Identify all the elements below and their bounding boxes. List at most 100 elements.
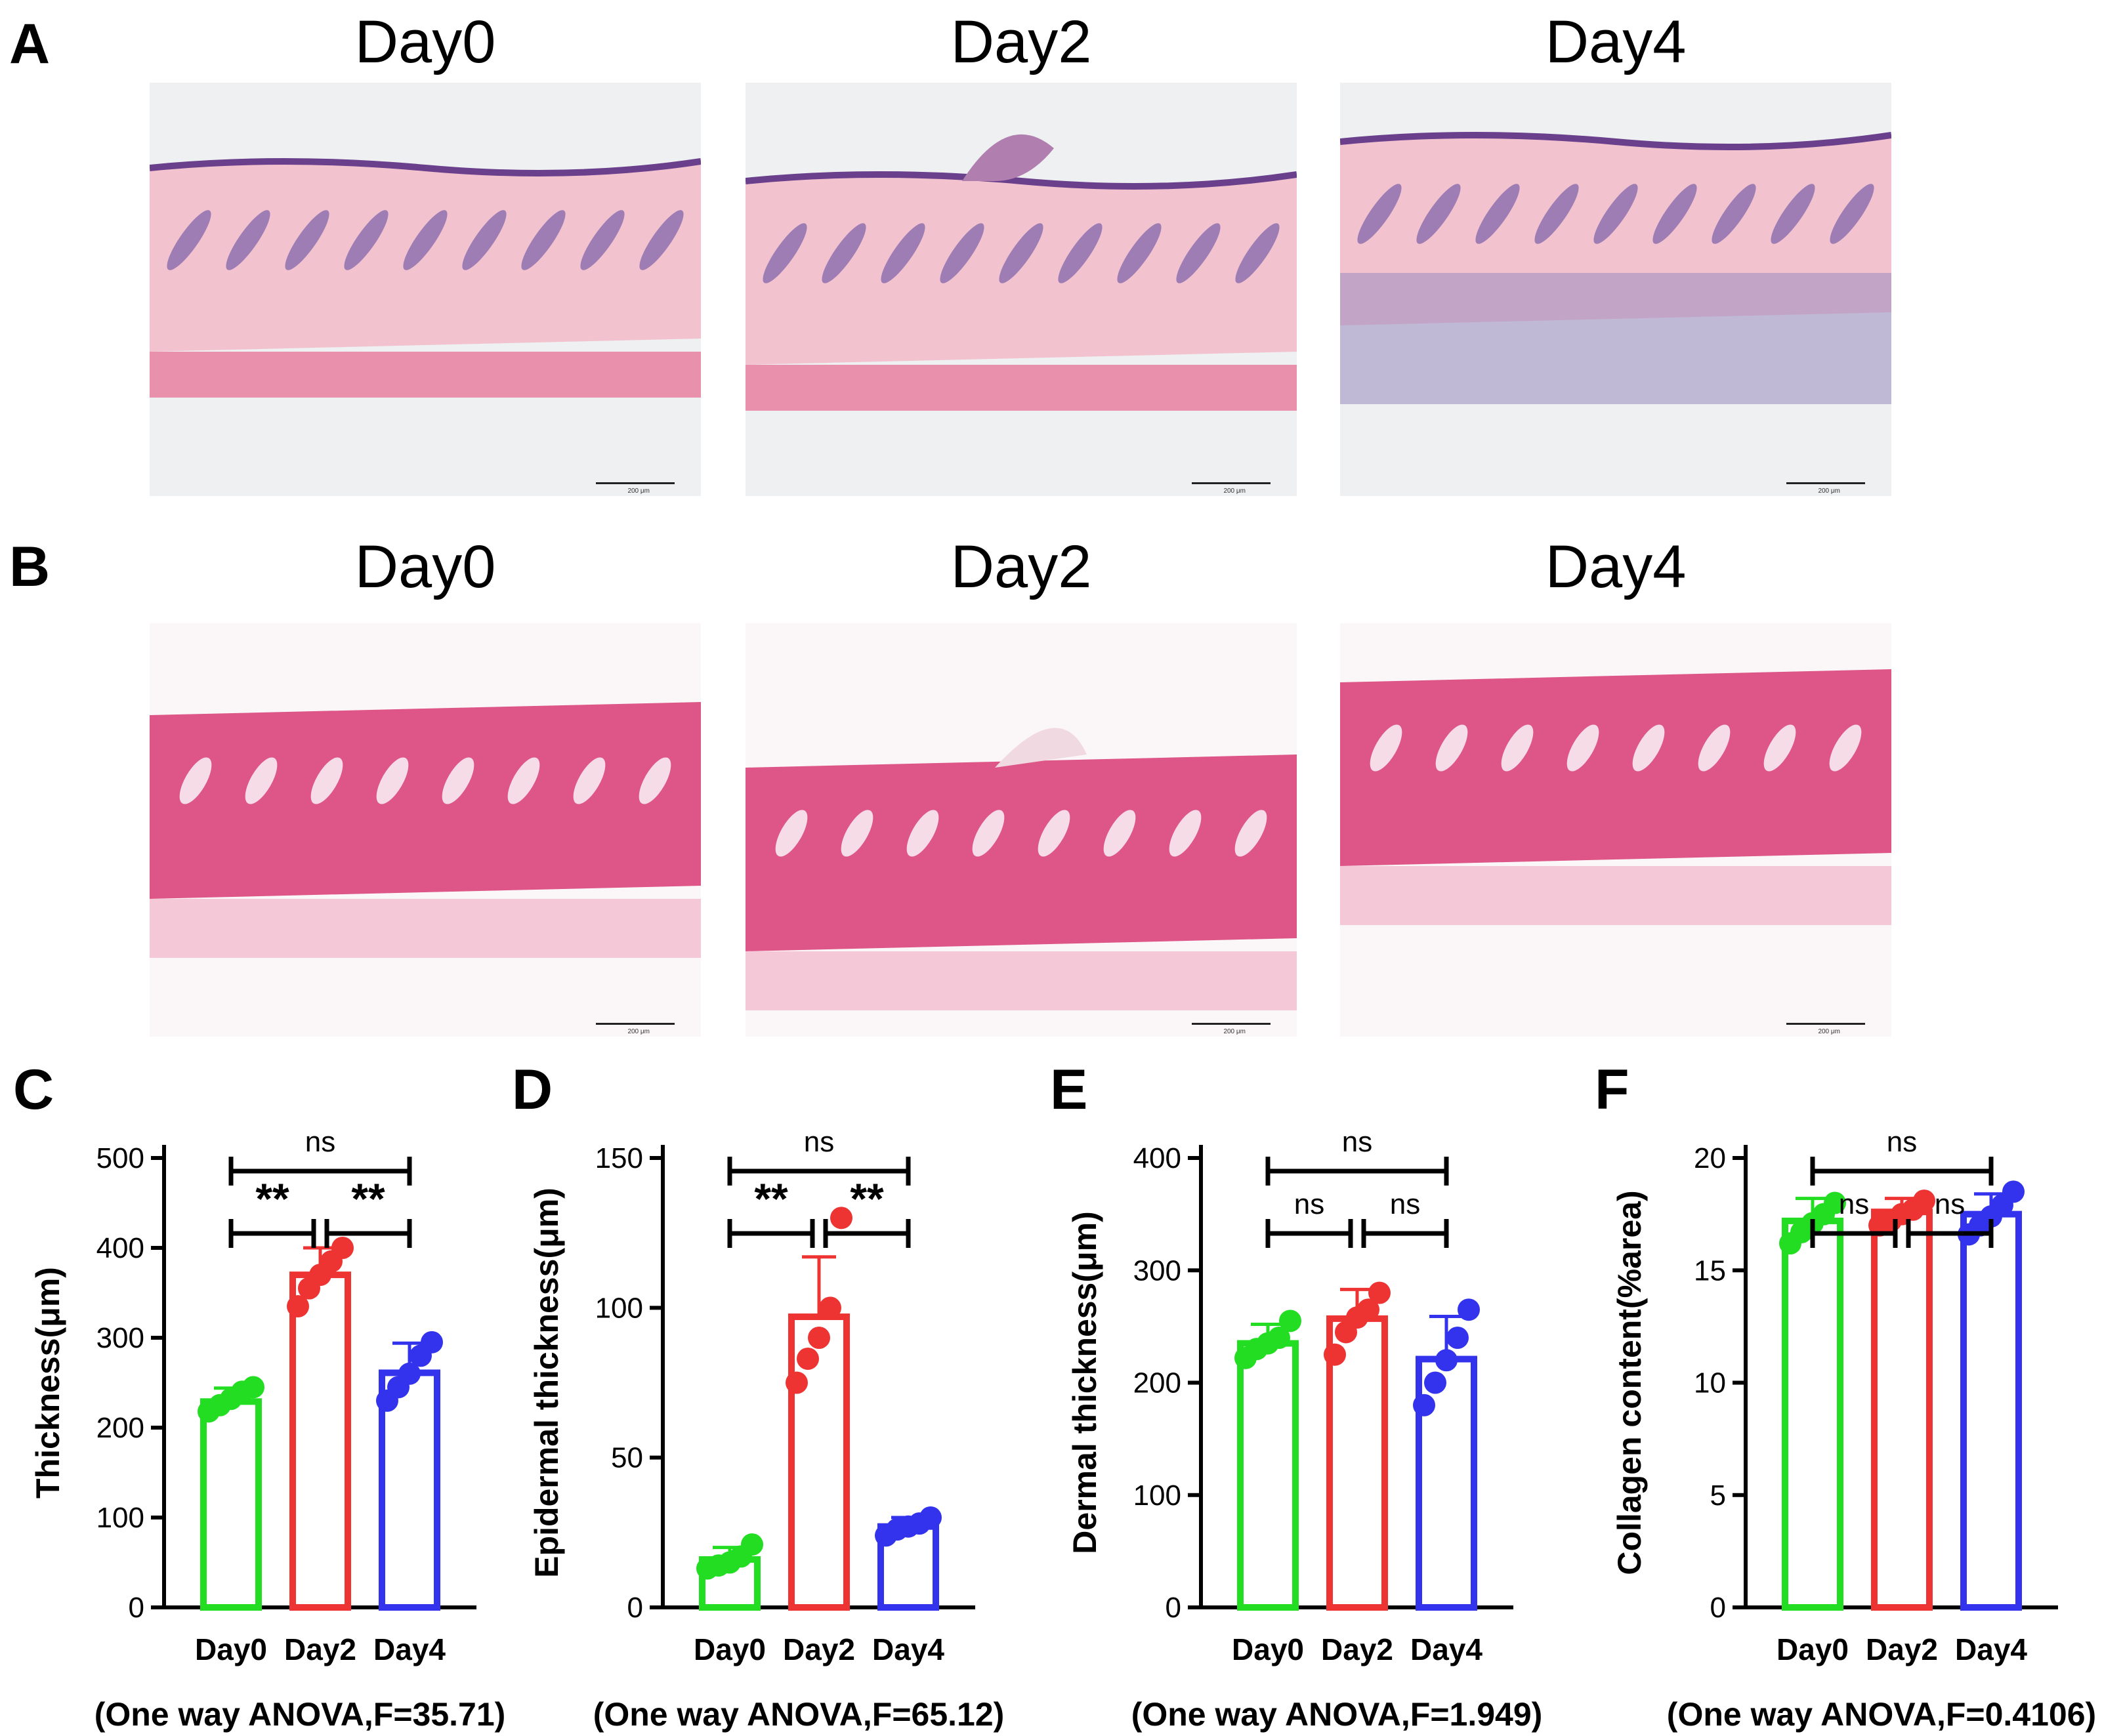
significance-label: ns: [1294, 1188, 1324, 1220]
data-point: [1446, 1327, 1469, 1349]
significance-label: ns: [1839, 1188, 1869, 1220]
panel-a-title-day0: Day0: [354, 9, 496, 75]
data-point: [786, 1371, 808, 1394]
data-point: [2002, 1180, 2025, 1203]
significance-label: ns: [1390, 1188, 1420, 1220]
significance-label: **: [754, 1174, 788, 1223]
x-tick-label: Day0: [694, 1632, 766, 1666]
anova-annotation: (One way ANOVA,F=35.71): [95, 1696, 506, 1733]
data-point: [1824, 1191, 1846, 1214]
scale-bar: [1786, 1023, 1865, 1025]
x-tick-label: Day2: [1866, 1632, 1938, 1666]
bar-day2: [289, 1271, 351, 1611]
panel-b-title-day0: Day0: [354, 533, 496, 600]
chart-f: F 0 5 10 15 20 Collagen content(%area) Day0 Day2…: [1582, 1050, 2123, 1736]
x-tick-label: Day4: [1410, 1632, 1482, 1666]
y-tick-label: 10: [1694, 1367, 1726, 1399]
data-point: [1435, 1349, 1458, 1372]
x-tick-label: Day4: [872, 1632, 944, 1666]
y-tick-label: 20: [1694, 1142, 1726, 1174]
data-point: [1324, 1343, 1346, 1366]
bar-day0: [1782, 1217, 1843, 1611]
sirius-red-micrograph-day2: 200 μm: [746, 623, 1297, 1037]
data-point: [1279, 1310, 1301, 1333]
significance-label: ns: [1342, 1126, 1372, 1158]
scale-bar: [1786, 482, 1865, 484]
panel-letter: E: [1050, 1058, 1087, 1121]
he-micrograph-day4: 200 μm: [1340, 83, 1891, 496]
he-micrograph-day2: 200 μm: [746, 83, 1297, 496]
x-tick-label: Day4: [373, 1632, 446, 1666]
scale-bar: [596, 1023, 675, 1025]
bar-day2: [1871, 1209, 1933, 1611]
data-point: [1268, 1327, 1290, 1349]
data-point: [1913, 1189, 1935, 1212]
panel-letter: C: [13, 1058, 54, 1121]
chart-e: E 0 100 200 300 400 Dermal thickness(μm) Day0 Da…: [1037, 1050, 1582, 1736]
data-point: [830, 1207, 852, 1230]
y-tick-label: 100: [96, 1502, 144, 1534]
panel-a-title-day4: Day4: [1545, 9, 1687, 75]
scale-bar-label: 200 μm: [627, 1028, 650, 1035]
anova-annotation: (One way ANOVA,F=65.12): [593, 1696, 1005, 1733]
y-tick-label: 400: [1133, 1142, 1181, 1174]
y-tick-label: 400: [96, 1232, 144, 1264]
he-micrograph-day0: 200 μm: [150, 83, 701, 496]
significance-label: ns: [1887, 1126, 1917, 1158]
anova-annotation: (One way ANOVA,F=0.4106): [1667, 1696, 2096, 1733]
data-point: [919, 1506, 942, 1529]
bar-day0: [200, 1398, 262, 1611]
y-tick-label: 150: [595, 1142, 643, 1174]
scale-bar-label: 200 μm: [1818, 487, 1840, 495]
sirius-red-micrograph-day4: 200 μm: [1340, 623, 1891, 1037]
bar-day0: [1237, 1340, 1299, 1611]
y-axis-label: Epidermal thickness(μm): [528, 1188, 565, 1578]
y-tick-label: 200: [96, 1412, 144, 1444]
data-point: [1458, 1298, 1480, 1321]
data-point: [287, 1295, 309, 1318]
data-point: [331, 1237, 354, 1259]
panel-a-title-day2: Day2: [950, 9, 1092, 75]
scale-bar-label: 200 μm: [1818, 1028, 1840, 1035]
panel-b-title-day2: Day2: [950, 533, 1092, 600]
significance-label: ns: [1935, 1188, 1965, 1220]
x-tick-label: Day0: [195, 1632, 267, 1666]
panel-letter: F: [1595, 1058, 1629, 1121]
y-tick-label: 5: [1710, 1479, 1726, 1512]
scale-bar: [1192, 482, 1271, 484]
panel-letter: D: [512, 1058, 553, 1121]
chart-d: D 0 50 100 150 Epidermal thickness(μm) Day0 Day…: [499, 1050, 1037, 1736]
x-tick-label: Day4: [1955, 1632, 2027, 1666]
data-point: [1368, 1281, 1391, 1304]
y-axis-label: Collagen content(%area): [1611, 1190, 1648, 1575]
x-tick-label: Day0: [1232, 1632, 1304, 1666]
significance-label: ns: [305, 1126, 335, 1158]
data-point: [1413, 1394, 1435, 1416]
panel-b-title-day4: Day4: [1545, 533, 1687, 600]
data-point: [421, 1331, 443, 1354]
y-axis-label: Dermal thickness(μm): [1066, 1211, 1103, 1554]
significance-label: **: [255, 1174, 289, 1223]
y-tick-label: 300: [1133, 1254, 1181, 1287]
y-tick-label: 100: [1133, 1479, 1181, 1512]
anova-annotation: (One way ANOVA,F=1.949): [1131, 1696, 1543, 1733]
y-tick-label: 0: [1710, 1592, 1726, 1624]
x-tick-label: Day2: [783, 1632, 855, 1666]
y-tick-label: 50: [611, 1442, 643, 1474]
y-tick-label: 0: [1166, 1592, 1181, 1624]
bar-day4: [1960, 1210, 2022, 1611]
panel-letter-b: B: [9, 535, 51, 598]
panel-letter-a: A: [9, 12, 51, 75]
y-tick-label: 500: [96, 1142, 144, 1174]
data-point: [1424, 1371, 1446, 1394]
scale-bar-label: 200 μm: [627, 487, 650, 495]
data-point: [819, 1296, 841, 1319]
x-tick-label: Day0: [1776, 1632, 1849, 1666]
scale-bar: [1192, 1023, 1271, 1025]
x-tick-label: Day2: [1321, 1632, 1393, 1666]
y-tick-label: 0: [627, 1592, 643, 1624]
data-point: [242, 1376, 264, 1399]
data-point: [808, 1327, 830, 1349]
y-tick-label: 15: [1694, 1254, 1726, 1287]
scale-bar: [596, 482, 675, 484]
